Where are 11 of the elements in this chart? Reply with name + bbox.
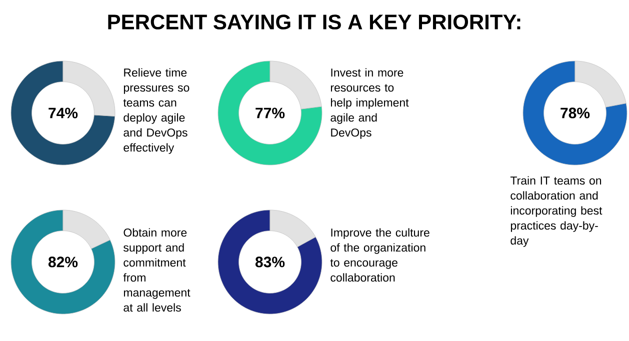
data-label: 83% [255,256,285,268]
chart-title: PERCENT SAYING IT IS A KEY PRIORITY: [108,14,520,30]
text: Relieve time pressures so teams can deploy agile and DevOps effectively [123,68,190,154]
text: Invest in more resources to help implement agile and DevOps [330,68,409,139]
data-label: 77% [256,108,285,118]
data-label: 82% [48,256,78,268]
data-label: 74% [48,108,78,118]
text: Improve the culture of the organization to encourage collaboration [330,228,430,282]
text: Train IT teams on collaboration and incorporating best practices day-by-day [510,176,602,247]
text: Obtain more support and commitment from management at all levels [123,228,190,312]
data-label: 78% [560,108,590,118]
